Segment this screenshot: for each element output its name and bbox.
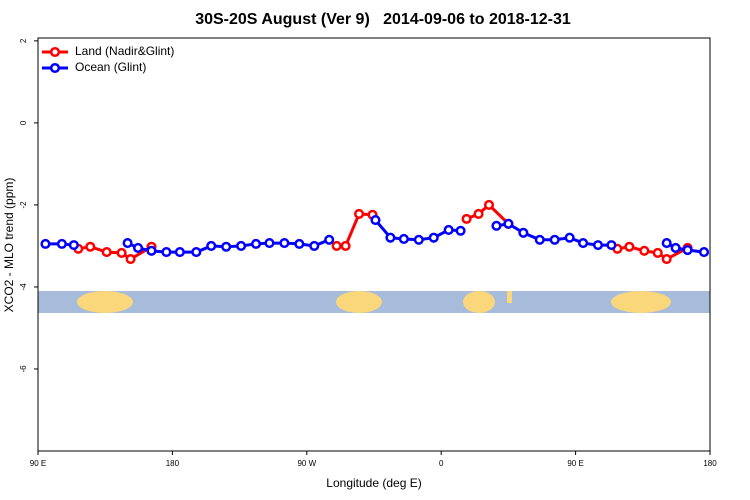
land-patch (611, 291, 671, 313)
map-strip (38, 291, 710, 313)
data-point (491, 220, 502, 231)
data-point (85, 241, 96, 252)
land-patch (507, 291, 512, 303)
land-patch (463, 291, 495, 313)
y-tick-label: -2 (19, 201, 28, 209)
data-point (133, 242, 144, 254)
data-point (564, 232, 575, 243)
y-tick-label: 0 (19, 120, 28, 125)
data-point (483, 199, 495, 210)
chart-title: 30S-20S August (Ver 9) 2014-09-06 to 201… (195, 11, 571, 28)
x-tick-label: 90 W (297, 459, 316, 468)
data-point (174, 247, 185, 258)
data-point (324, 234, 335, 245)
legend: Land (Nadir&Glint) Ocean (Glint) (42, 44, 174, 74)
data-point (670, 242, 681, 254)
data-point (413, 234, 424, 245)
data-point (473, 208, 484, 219)
data-point (146, 245, 157, 256)
data-point (116, 247, 127, 258)
y-tick-label: 2 (19, 38, 28, 43)
data-point (236, 240, 247, 251)
legend-label: Land (Nadir&Glint) (75, 44, 174, 58)
data-point (250, 238, 262, 249)
data-point (428, 232, 439, 243)
plot-frame (37, 37, 711, 452)
data-point (443, 224, 454, 235)
series-line (665, 241, 705, 254)
data-point (398, 233, 409, 245)
data-point (68, 240, 79, 251)
series-group (40, 199, 710, 265)
data-point (370, 215, 381, 226)
land-patch (77, 291, 133, 313)
data-point (549, 234, 560, 245)
data-point (354, 208, 365, 219)
y-tick-label: -4 (19, 283, 28, 291)
data-point (161, 247, 172, 258)
data-point (661, 238, 672, 249)
series-line (336, 212, 373, 248)
data-point (221, 241, 232, 252)
data-point (652, 247, 663, 258)
data-point (101, 247, 112, 258)
data-point (40, 238, 51, 249)
data-point (309, 240, 320, 251)
series-line (466, 202, 510, 225)
data-point (682, 244, 693, 256)
x-tick-label: 90 E (30, 459, 46, 468)
data-point (331, 240, 342, 251)
x-axis-title: Longitude (deg E) (326, 476, 421, 490)
x-tick-label: 90 E (567, 459, 583, 468)
data-point (56, 238, 67, 249)
data-point (191, 247, 202, 258)
data-point (264, 238, 275, 249)
y-axis-title: XCO2 - MLO trend (ppm) (2, 178, 16, 313)
data-point (122, 238, 133, 249)
data-point (698, 247, 710, 258)
data-point (503, 218, 514, 229)
data-point (578, 238, 589, 249)
ticks: 90 E 180 90 W 0 90 E 180 -6 -4 -2 0 2 (19, 38, 717, 468)
data-point (340, 240, 351, 251)
data-point (294, 238, 305, 249)
x-tick-label: 0 (439, 459, 444, 468)
legend-marker (49, 62, 61, 74)
land-patch (336, 291, 382, 313)
x-tick-label: 180 (166, 459, 180, 468)
data-point (455, 225, 466, 236)
y-tick-label: -6 (19, 365, 28, 373)
data-point (639, 245, 650, 256)
data-point (661, 254, 672, 265)
data-point (518, 227, 529, 238)
data-point (385, 232, 396, 243)
legend-label: Ocean (Glint) (75, 60, 146, 74)
data-point (606, 240, 617, 251)
legend-marker (49, 46, 61, 58)
data-point (592, 240, 604, 251)
data-point (461, 213, 472, 224)
data-point (624, 241, 635, 252)
x-tick-label: 180 (703, 459, 717, 468)
data-point (206, 240, 217, 251)
data-point (125, 254, 136, 265)
data-point (279, 238, 290, 249)
data-point (534, 234, 545, 245)
